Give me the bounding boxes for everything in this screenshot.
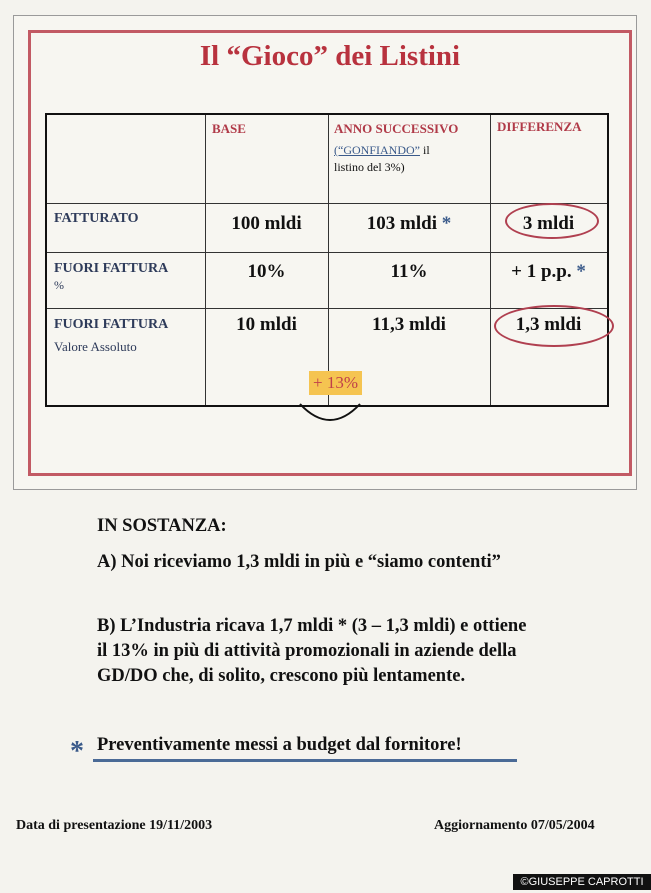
point-b-line: il 13% in più di attività promozionali i… <box>97 641 517 661</box>
cell-base: 10% <box>247 261 286 282</box>
header-note-text: il <box>419 143 430 157</box>
header-note: (“GONFIANDO” il listino del 3%) <box>334 142 484 176</box>
row-label-sub: Valore Assoluto <box>54 339 137 354</box>
increase-highlight: + 13% <box>309 371 362 395</box>
price-list-table: BASE ANNO SUCCESSIVO DIFFERENZA (“GONFIA… <box>45 113 614 407</box>
header-next-year: ANNO SUCCESSIVO <box>334 121 459 136</box>
asterisk: * <box>436 213 452 234</box>
summary-point-b: B) L’Industria ricava 1,7 mldi * (3 – 1,… <box>97 614 526 689</box>
copyright-watermark: ©GIUSEPPE CAPROTTI <box>513 874 651 890</box>
row-label: FUORI FATTURA Valore Assoluto <box>54 314 168 359</box>
gonfiando-link[interactable]: (“GONFIANDO” <box>334 143 420 157</box>
cell-next: 103 mldi * <box>328 213 490 235</box>
header-base: BASE <box>212 121 246 136</box>
row-label-main: FUORI FATTURA <box>54 317 169 332</box>
footnote-underline <box>93 759 517 762</box>
cell-diff-value: + 1 p.p. <box>511 261 572 282</box>
cell-next-value: 103 mldi <box>366 213 437 234</box>
cell-base: 100 mldi <box>231 213 302 234</box>
update-date: Aggiornamento 07/05/2004 <box>434 818 595 833</box>
row-label: FUORI FATTURA% <box>54 261 168 294</box>
point-b-line: B) L’Industria ricava 1,7 mldi * (3 – 1,… <box>97 616 527 636</box>
circle-mark <box>505 203 599 239</box>
row-label-main: FUORI FATTURA <box>54 261 169 276</box>
footnote-asterisk: * <box>70 736 84 767</box>
header-note-line2: listino del 3%) <box>334 160 405 174</box>
footnote-text: Preventivamente messi a budget dal forni… <box>97 735 462 755</box>
point-b-line: GD/DO che, di solito, crescono più lenta… <box>97 666 466 686</box>
brace-arc <box>299 403 361 421</box>
summary-heading: IN SOSTANZA: <box>97 516 227 536</box>
presentation-date: Data di presentazione 19/11/2003 <box>16 818 213 833</box>
summary-point-a: A) Noi riceviamo 1,3 mldi in più e “siam… <box>97 552 501 572</box>
row-label-sub: % <box>54 278 64 292</box>
cell-next: 11,3 mldi <box>372 314 446 335</box>
circle-mark <box>494 305 614 347</box>
slide-frame <box>28 30 632 476</box>
cell-next: 11% <box>390 261 428 282</box>
slide-title: Il “Gioco” dei Listini <box>199 40 461 72</box>
row-label: FATTURATO <box>54 211 139 226</box>
asterisk: * <box>571 261 586 282</box>
cell-base: 10 mldi <box>236 314 297 335</box>
header-difference: DIFFERENZA <box>497 119 582 134</box>
cell-diff: + 1 p.p. * <box>490 261 607 283</box>
